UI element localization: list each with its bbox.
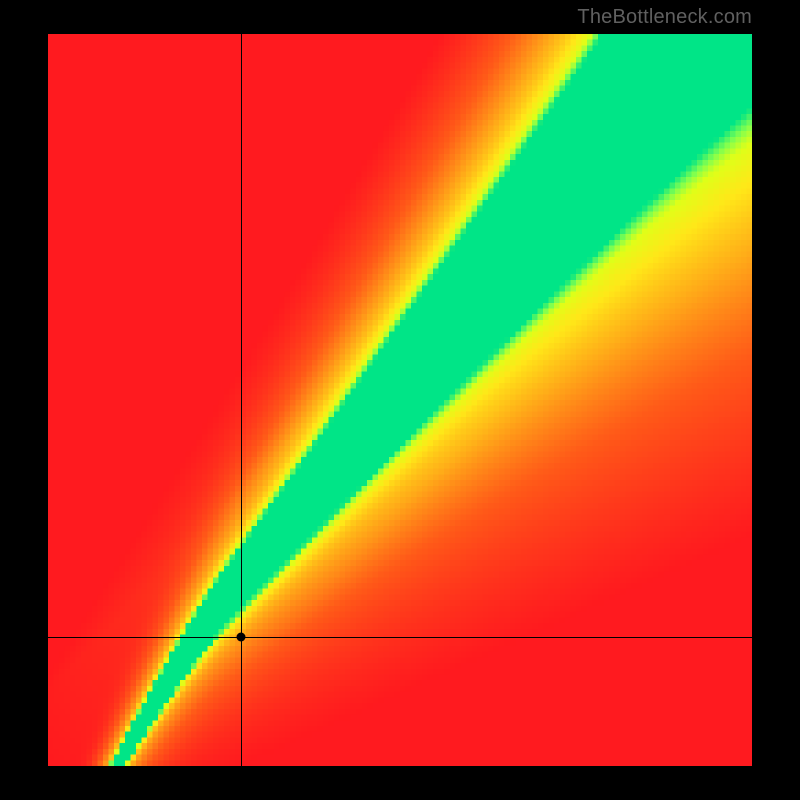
heatmap-plot: [48, 34, 752, 766]
frame-left: [0, 0, 48, 800]
watermark-text: TheBottleneck.com: [577, 6, 752, 29]
crosshair-horizontal: [48, 637, 752, 638]
frame-right: [752, 0, 800, 800]
frame-bottom: [0, 766, 800, 800]
heatmap-canvas: [48, 34, 752, 766]
crosshair-marker: [236, 633, 245, 642]
crosshair-vertical: [241, 34, 242, 766]
